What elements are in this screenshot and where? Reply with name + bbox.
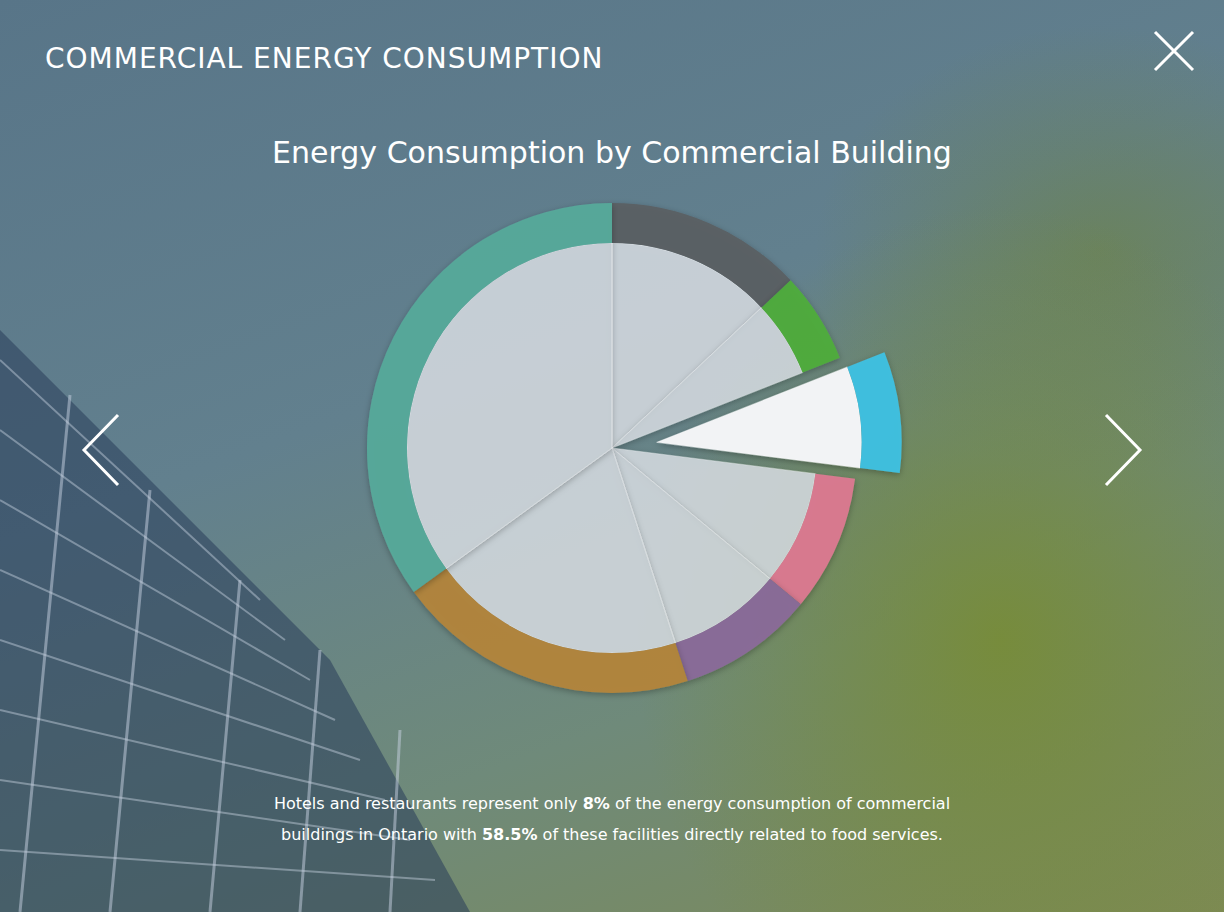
canvas: COMMERCIAL ENERGY CONSUMPTION Energy Cons… — [0, 0, 1224, 912]
slice-fill — [657, 367, 862, 468]
chart-title: Energy Consumption by Commercial Buildin… — [272, 135, 952, 170]
caption-text: buildings in Ontario with — [281, 825, 482, 844]
caption-text: of these facilities directly related to … — [538, 825, 943, 844]
caption-line: Hotels and restaurants represent only 8%… — [274, 794, 950, 813]
prev-arrow[interactable] — [84, 415, 118, 485]
building-mullion — [0, 360, 260, 600]
building-mullion — [110, 490, 150, 912]
slice — [657, 352, 902, 473]
building-mullion — [210, 580, 240, 912]
pie — [367, 203, 902, 693]
caption-highlight: 58.5% — [482, 825, 538, 844]
caption-line: buildings in Ontario with 58.5% of these… — [281, 825, 943, 844]
slice-ring — [612, 203, 791, 308]
slice-ring — [770, 474, 855, 604]
slice-ring — [847, 352, 901, 473]
building-mullion — [0, 430, 285, 640]
building-mullion — [390, 730, 400, 912]
caption: Hotels and restaurants represent only 8%… — [274, 794, 950, 844]
next-arrow[interactable] — [1106, 415, 1140, 485]
building-mullion — [300, 650, 320, 912]
building-mullion — [0, 850, 435, 880]
slice-ring — [414, 568, 688, 693]
header: COMMERCIAL ENERGY CONSUMPTION — [45, 42, 603, 75]
slice — [367, 203, 612, 592]
caption-text: Hotels and restaurants represent only — [274, 794, 583, 813]
close-icon[interactable] — [1155, 32, 1193, 70]
caption-text: of the energy consumption of commercial — [610, 794, 950, 813]
building-mullion — [20, 395, 70, 912]
slice-ring — [367, 203, 612, 592]
caption-highlight: 8% — [583, 794, 610, 813]
close-button[interactable] — [1155, 32, 1193, 70]
slice-ring — [675, 579, 800, 681]
building-mullion — [0, 640, 360, 760]
building-mullion — [0, 710, 385, 800]
slice-ring — [761, 280, 839, 372]
